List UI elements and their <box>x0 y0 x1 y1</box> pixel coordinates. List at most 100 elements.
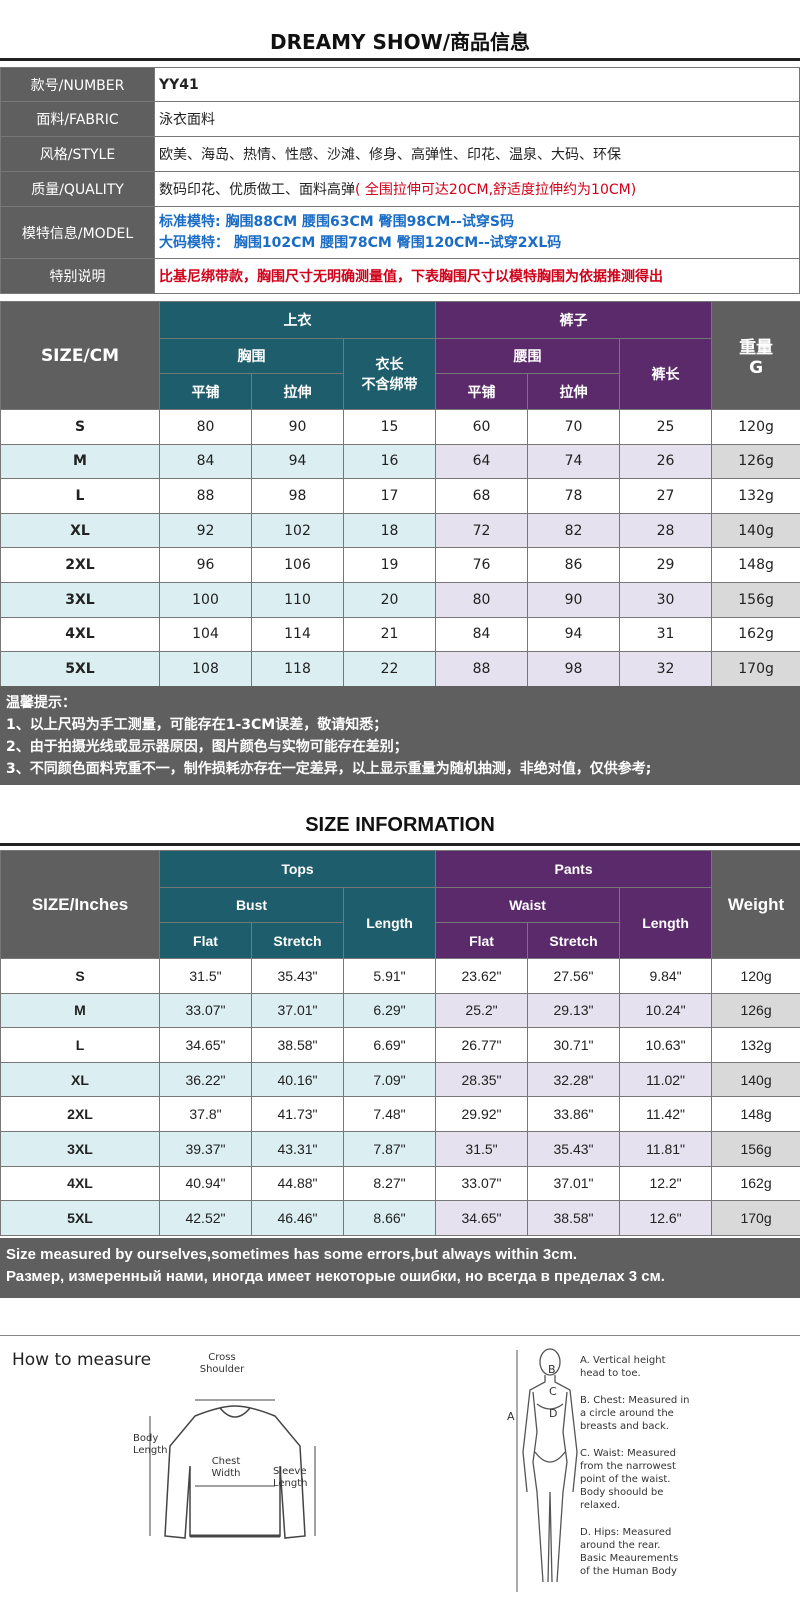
table-cell: 84 <box>160 444 252 479</box>
size-cell: S <box>1 959 160 994</box>
info-label: 质量/QUALITY <box>1 172 155 207</box>
table-cell: 162g <box>712 1166 800 1201</box>
waist-flat-header: 平铺 <box>436 374 528 410</box>
table-cell: 11.02" <box>620 1062 712 1097</box>
table-cell: 42.52" <box>160 1201 252 1236</box>
table-cell: 11.81" <box>620 1131 712 1166</box>
table-cell: 86 <box>528 548 620 583</box>
table-cell: 90 <box>252 410 344 445</box>
table-cell: 114 <box>252 617 344 652</box>
table-cell: 10.63" <box>620 1028 712 1063</box>
table-cell: 20 <box>344 582 436 617</box>
table-cell: 64 <box>436 444 528 479</box>
top-length-header: Length <box>344 888 436 959</box>
table-cell: 92 <box>160 513 252 548</box>
table-cell: 6.69" <box>344 1028 436 1063</box>
table-cell: 8.27" <box>344 1166 436 1201</box>
table-cell: 34.65" <box>436 1201 528 1236</box>
table-cell: 37.8" <box>160 1097 252 1132</box>
table-cell: 170g <box>712 1201 800 1236</box>
quality-note: ( 全围拉伸可达20CM,舒适度拉伸约为10CM) <box>355 182 636 198</box>
weight-unit: G <box>712 358 800 378</box>
table-cell: 126g <box>712 993 800 1028</box>
title-divider <box>0 58 800 61</box>
size-header: SIZE/Inches <box>1 851 160 959</box>
table-cell: 120g <box>712 410 800 445</box>
table-cell: 29 <box>620 548 712 583</box>
table-cell: 15 <box>344 410 436 445</box>
table-cell: 44.88" <box>252 1166 344 1201</box>
table-cell: 120g <box>712 959 800 994</box>
table-cell: 88 <box>436 652 528 687</box>
bust-stretch-header: 拉伸 <box>252 374 344 410</box>
table-cell: 28 <box>620 513 712 548</box>
table-cell: 140g <box>712 513 800 548</box>
weight-header: Weight <box>712 851 800 959</box>
note-line: 3、不同颜色面料克重不一，制作损耗亦存在一定差异，以上显示重量为随机抽测，非绝对… <box>6 758 794 780</box>
table-cell: 132g <box>712 479 800 514</box>
title-divider <box>0 843 800 846</box>
top-length-note: 不含绑带 <box>344 374 435 394</box>
size-cell: 2XL <box>1 548 160 583</box>
waist-header: 腰围 <box>436 339 620 374</box>
table-cell: 35.43" <box>252 959 344 994</box>
table-cell: 27.56" <box>528 959 620 994</box>
table-cell: 23.62" <box>436 959 528 994</box>
table-cell: 170g <box>712 652 800 687</box>
info-row: 面料/FABRIC 泳衣面料 <box>1 102 800 137</box>
table-cell: 35.43" <box>528 1131 620 1166</box>
measure-item-d: D. Hips: Measured around the rear. Basic… <box>580 1526 690 1578</box>
info-value: 欧美、海岛、热情、性感、沙滩、修身、高弹性、印花、温泉、大码、环保 <box>155 137 800 172</box>
table-cell: 110 <box>252 582 344 617</box>
quality-text: 数码印花、优质做工、面料高弹 <box>159 182 355 198</box>
size-cell: 2XL <box>1 1097 160 1132</box>
top-length-label: 衣长 <box>344 354 435 374</box>
info-row: 特别说明 比基尼绑带款，胸围尺寸无明确测量值，下表胸围尺寸以模特胸围为依据推测得… <box>1 259 800 294</box>
table-cell: 34.65" <box>160 1028 252 1063</box>
waist-flat-header: Flat <box>436 923 528 959</box>
table-cell: 84 <box>436 617 528 652</box>
measure-marker-c: C <box>549 1386 557 1398</box>
info-row: 模特信息/MODEL 标准模特: 胸围88CM 腰围63CM 臀围98CM--试… <box>1 207 800 259</box>
table-cell: 26.77" <box>436 1028 528 1063</box>
table-cell: 7.87" <box>344 1131 436 1166</box>
table-cell: 108 <box>160 652 252 687</box>
table-cell: 22 <box>344 652 436 687</box>
table-cell: 17 <box>344 479 436 514</box>
pants-header: Pants <box>436 851 712 888</box>
size-cell: S <box>1 410 160 445</box>
table-cell: 30 <box>620 582 712 617</box>
table-cell: 5.91" <box>344 959 436 994</box>
table-cell: 30.71" <box>528 1028 620 1063</box>
table-cell: 80 <box>160 410 252 445</box>
table-cell: 140g <box>712 1062 800 1097</box>
product-info-table: 款号/NUMBER YY41 面料/FABRIC 泳衣面料 风格/STYLE 欧… <box>0 67 800 294</box>
table-cell: 31 <box>620 617 712 652</box>
sleeve-length-label: Sleeve Length <box>273 1466 313 1490</box>
table-cell: 148g <box>712 1097 800 1132</box>
table-cell: 78 <box>528 479 620 514</box>
table-cell: 26 <box>620 444 712 479</box>
table-cell: 90 <box>528 582 620 617</box>
table-cell: 46.46" <box>252 1201 344 1236</box>
note-line: Размер, измеренный нами, иногда имеет не… <box>6 1266 794 1288</box>
table-cell: 102 <box>252 513 344 548</box>
table-cell: 37.01" <box>528 1166 620 1201</box>
note-line: 温馨提示： <box>6 692 794 714</box>
measure-title: How to measure <box>12 1350 151 1370</box>
table-cell: 94 <box>252 444 344 479</box>
page-title: DREAMY SHOW/商品信息 <box>0 26 800 55</box>
size-cell: 5XL <box>1 1201 160 1236</box>
table-cell: 82 <box>528 513 620 548</box>
table-cell: 106 <box>252 548 344 583</box>
size-header: SIZE/CM <box>1 302 160 410</box>
table-cell: 39.37" <box>160 1131 252 1166</box>
bust-flat-header: Flat <box>160 923 252 959</box>
